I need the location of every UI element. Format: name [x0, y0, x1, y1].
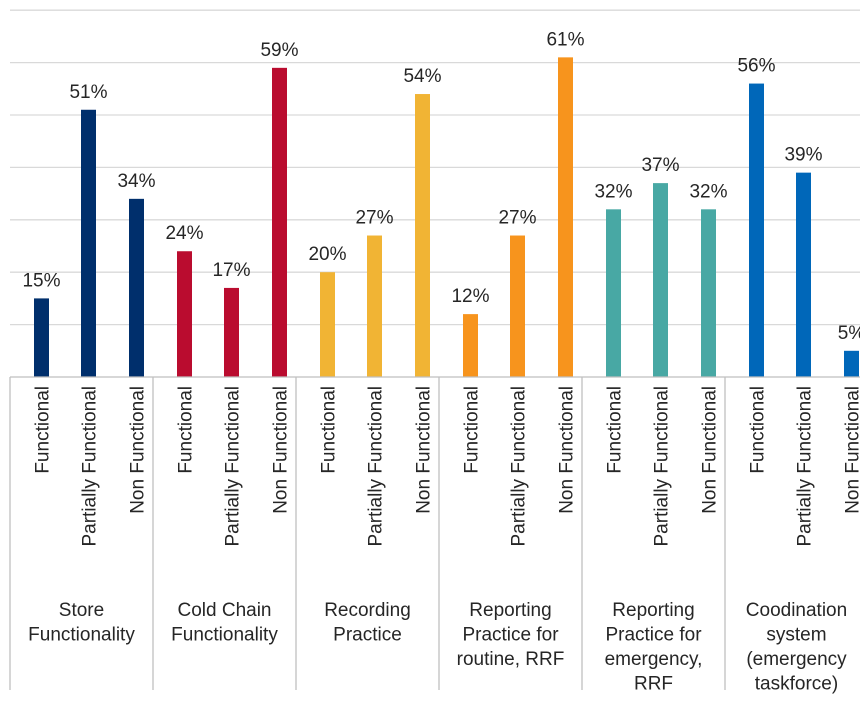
group-label: routine, RRF	[457, 649, 565, 670]
data-label: 32%	[594, 181, 632, 202]
group-label: Functionality	[28, 625, 135, 646]
data-label: 51%	[69, 82, 107, 103]
group-label: Reporting	[612, 600, 694, 621]
tick-label: Non Functional	[700, 386, 721, 514]
tick-label: Functional	[748, 386, 769, 474]
bar	[606, 209, 621, 377]
bar	[177, 251, 192, 377]
bars	[34, 57, 859, 378]
gridlines	[10, 9, 860, 326]
bar	[129, 198, 144, 377]
group-label: RRF	[634, 674, 673, 695]
data-label: 61%	[546, 29, 584, 50]
tick-label: Partially Functional	[509, 386, 530, 547]
bar	[510, 235, 525, 377]
value-labels: 15% 51% 34% 24% 17% 59% 20% 27% 54% 12% 27% 61% 32% 3…	[22, 29, 860, 343]
data-label: 27%	[498, 208, 536, 229]
group-label: system	[766, 625, 826, 646]
bar	[367, 235, 382, 377]
tick-label: Functional	[462, 386, 483, 474]
group-label: Recording	[324, 600, 411, 621]
group-label: Cold Chain	[178, 600, 272, 621]
group-label: Practice	[333, 625, 402, 646]
data-label: 32%	[689, 181, 727, 202]
group-label: Functionality	[171, 625, 278, 646]
tick-label: Functional	[176, 386, 197, 474]
category-axis: Functional Partially Functional Non Functi…	[9, 376, 860, 695]
data-label: 15%	[22, 270, 60, 291]
bar	[701, 209, 716, 377]
bar	[844, 350, 859, 377]
tick-label: Functional	[33, 386, 54, 474]
data-label: 39%	[784, 145, 822, 166]
tick-label: Non Functional	[414, 386, 435, 514]
tick-label: Non Functional	[128, 386, 149, 514]
bar	[81, 109, 96, 377]
group-label: Practice for	[605, 625, 702, 646]
tick-label: Non Functional	[271, 386, 292, 514]
tick-label: Partially Functional	[795, 386, 816, 547]
bar	[415, 94, 430, 377]
tick-label: Partially Functional	[366, 386, 387, 547]
bar	[749, 83, 764, 377]
data-label: 17%	[212, 260, 250, 281]
data-label: 24%	[165, 223, 203, 244]
group-label: (emergency	[746, 649, 847, 670]
data-label: 59%	[260, 40, 298, 61]
bar	[463, 314, 478, 377]
group-label: Practice for	[462, 625, 559, 646]
tick-label: Partially Functional	[652, 386, 673, 547]
bar	[558, 57, 573, 378]
data-label: 5%	[838, 323, 860, 344]
bar	[653, 183, 668, 377]
group-label: Store	[59, 600, 104, 621]
bar	[34, 298, 49, 377]
data-label: 34%	[117, 171, 155, 192]
data-label: 56%	[737, 56, 775, 77]
tick-label: Partially Functional	[80, 386, 101, 547]
data-label: 54%	[403, 66, 441, 87]
bar	[224, 287, 239, 377]
group-label: Coodination	[746, 600, 847, 621]
tick-label: Non Functional	[557, 386, 578, 514]
tick-label: Non Functional	[843, 386, 860, 514]
bar	[796, 172, 811, 377]
group-label: taskforce)	[755, 674, 838, 695]
data-label: 37%	[641, 155, 679, 176]
tick-label: Partially Functional	[223, 386, 244, 547]
data-label: 20%	[308, 244, 346, 265]
data-label: 27%	[355, 208, 393, 229]
group-label: emergency,	[605, 649, 703, 670]
tick-label: Functional	[319, 386, 340, 474]
tick-label: Functional	[605, 386, 626, 474]
group-label: Reporting	[469, 600, 551, 621]
bar	[320, 272, 335, 377]
data-label: 12%	[451, 286, 489, 307]
bar	[272, 67, 287, 377]
